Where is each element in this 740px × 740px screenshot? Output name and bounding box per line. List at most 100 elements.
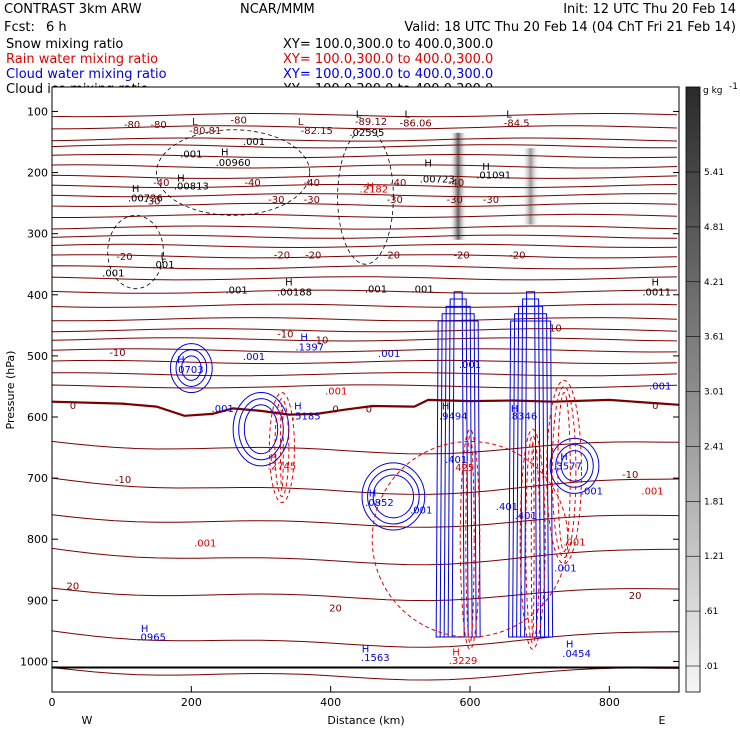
contour-label: .001: [180, 149, 202, 160]
rain-water-contour: [519, 428, 546, 650]
isotherm-line: [52, 174, 678, 179]
contour-label: .001: [378, 349, 400, 360]
isotherm-line: [52, 225, 678, 230]
y-tick-label: 1000: [20, 655, 48, 668]
contour-label: H: [221, 147, 229, 158]
x-tick-label: 400: [320, 696, 341, 709]
contour-label: -10: [545, 323, 561, 334]
contour-label: .3229: [449, 656, 478, 667]
colorbar-tick-label: 4.21: [704, 278, 724, 288]
y-tick-label: 300: [27, 228, 48, 241]
contour-label: -30: [304, 195, 320, 206]
contour-label: H: [177, 355, 185, 366]
isotherm-zero-line: [52, 398, 679, 417]
contour-label: -84.5: [504, 119, 530, 130]
colorbar-tick-label: 2.41: [704, 442, 724, 452]
isotherm-line: [52, 630, 679, 648]
contour-label: -20: [453, 251, 469, 262]
cloud-water-contour: [169, 343, 213, 394]
contour-label: .001: [365, 284, 387, 295]
cloud-water-contour: [372, 474, 415, 519]
colorbar-tick-label: 3.61: [704, 333, 724, 343]
contour-label: -40: [153, 178, 169, 189]
isotherm-line: [52, 265, 678, 270]
contour-label: .001: [410, 506, 432, 517]
contour-label: .2182: [360, 185, 389, 196]
contour-label: -80: [150, 120, 166, 131]
x-tick-label: 200: [181, 696, 202, 709]
cloud-water-contour: [238, 398, 284, 461]
isotherm-line: [52, 202, 678, 208]
contour-label: .0011: [642, 287, 671, 298]
contour-label: L: [192, 117, 198, 128]
contour-label: .001: [243, 137, 265, 148]
colorbar-tick-label: 4.81: [704, 223, 724, 233]
colorbar: g kg -1 5.41 4.81 4.21 3.61 3.01 2.41 1.81 1.21…: [685, 82, 738, 693]
contour-label: -80: [231, 116, 247, 127]
contour-label: -20: [274, 251, 290, 262]
colorbar-unit-exponent: -1: [729, 82, 738, 92]
x-axis-label: Distance (km): [327, 714, 404, 727]
isotherm-line: [52, 317, 678, 322]
contour-label: .3577: [553, 462, 582, 473]
contour-label: .001: [325, 386, 347, 397]
contour-label: L: [298, 117, 304, 128]
colorbar-tick-label: 5.41: [704, 168, 724, 178]
legend-cloud-water-label: Cloud water mixing ratio: [6, 67, 167, 82]
y-tick-label: 500: [27, 350, 48, 363]
contour-label: H: [566, 639, 574, 650]
forecast-hours: 6 h: [46, 20, 67, 35]
legend-snow-xy: XY= 100.0,300.0 to 400.0,300.0: [283, 37, 493, 52]
contour-label: -40: [448, 178, 464, 189]
rain-water-contour: [546, 379, 582, 565]
contour-label: .1397: [295, 342, 324, 353]
contour-label: H: [285, 278, 293, 289]
contour-label: H: [177, 174, 185, 185]
contour-label: H: [424, 158, 432, 169]
contour-label: .01091: [476, 171, 511, 182]
contour-label: .401: [445, 455, 467, 466]
cloud-ice-contour: [337, 129, 394, 265]
contour-label: L: [506, 110, 512, 121]
cloud-water-contour: [175, 349, 208, 387]
x-end-east: E: [659, 714, 666, 727]
plume-east: [521, 148, 540, 225]
x-axis: 0 200 400 600 800: [49, 686, 620, 709]
contour-label: -40: [390, 178, 406, 189]
cloud-water-contour: [361, 462, 426, 531]
contour-label: H: [132, 184, 140, 195]
contour-label: .001: [563, 537, 585, 548]
contour-label: H: [270, 453, 278, 464]
isotherm-line: [52, 440, 679, 455]
isotherm-line: [52, 183, 678, 189]
y-tick-label: 200: [27, 167, 48, 180]
isotherm-line: [52, 587, 679, 602]
isotherm-line: [52, 303, 678, 308]
contour-label: H: [482, 162, 490, 173]
contour-label: .00188: [277, 287, 312, 298]
legend-cloud-water-xy: XY= 100.0,300.0 to 400.0,300.0: [283, 67, 493, 82]
contour-label: .001: [459, 360, 481, 371]
contour-label: L: [161, 251, 167, 262]
y-tick-label: 100: [27, 105, 48, 118]
isotherm-line: [52, 337, 678, 342]
contour-label: .00960: [216, 158, 251, 169]
contour-label: .001: [102, 268, 124, 279]
contour-label: .001: [641, 487, 663, 498]
rain-water-contour: [557, 392, 571, 552]
contour-label: H: [362, 644, 370, 655]
colorbar-gradient: [685, 86, 701, 693]
cloud-ice-contour: [156, 129, 311, 216]
isotherm-line: [52, 144, 677, 149]
contour-label: H: [300, 333, 308, 344]
contour-label: .001: [581, 487, 603, 498]
contour-label: .001: [243, 352, 265, 363]
contour-label: .001: [194, 539, 216, 550]
rain-water-contour: [465, 434, 475, 644]
isotherm-line: [52, 112, 678, 118]
rain-water-contour: [268, 392, 295, 504]
isotherm-line: [52, 276, 678, 281]
contour-label: -10: [622, 470, 638, 481]
